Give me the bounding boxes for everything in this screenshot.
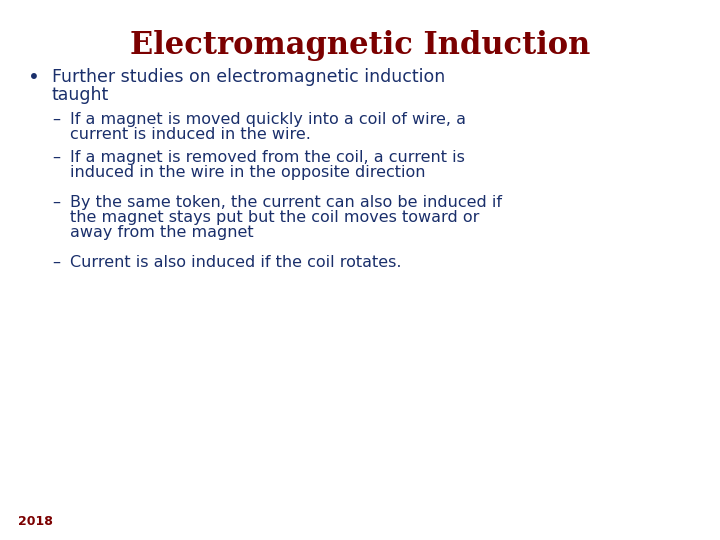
Text: taught: taught [52,86,109,104]
Text: 2018: 2018 [18,515,53,528]
Text: –: – [52,195,60,210]
Text: –: – [52,112,60,127]
Text: –: – [52,150,60,165]
Text: If a magnet is removed from the coil, a current is: If a magnet is removed from the coil, a … [70,150,465,165]
Text: Electromagnetic Induction: Electromagnetic Induction [130,30,590,61]
Text: induced in the wire in the opposite direction: induced in the wire in the opposite dire… [70,165,426,180]
Text: If a magnet is moved quickly into a coil of wire, a: If a magnet is moved quickly into a coil… [70,112,466,127]
Text: •: • [28,68,40,87]
Text: the magnet stays put but the coil moves toward or: the magnet stays put but the coil moves … [70,210,480,225]
Text: away from the magnet: away from the magnet [70,225,253,240]
Text: –: – [52,255,60,270]
Text: Current is also induced if the coil rotates.: Current is also induced if the coil rota… [70,255,402,270]
Text: Further studies on electromagnetic induction: Further studies on electromagnetic induc… [52,68,445,86]
Text: By the same token, the current can also be induced if: By the same token, the current can also … [70,195,502,210]
Text: current is induced in the wire.: current is induced in the wire. [70,127,311,142]
